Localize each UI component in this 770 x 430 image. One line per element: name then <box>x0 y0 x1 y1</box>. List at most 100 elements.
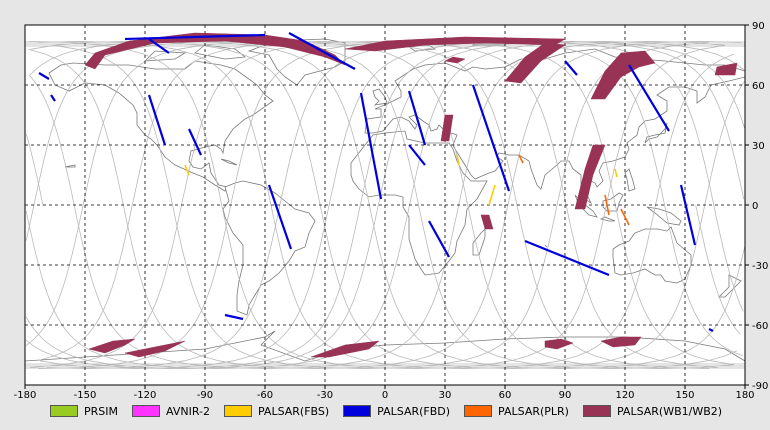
wb-swath <box>590 50 656 100</box>
fbd-strip <box>408 144 426 166</box>
lon-tick-label: 30 <box>439 390 452 401</box>
wb-swath <box>480 214 494 230</box>
legend-item: PRSIM <box>50 405 118 418</box>
landmass-outline <box>364 48 746 205</box>
legend-label: PALSAR(FBS) <box>257 404 330 418</box>
lon-tick-label: 120 <box>615 390 634 401</box>
fbd-strip <box>708 328 714 332</box>
fbd-strip <box>188 128 202 156</box>
lon-tick-label: 60 <box>499 390 512 401</box>
fbd-strip <box>124 33 266 41</box>
wb-swath <box>504 42 566 84</box>
wb-swath <box>444 56 466 64</box>
lat-tick-label: -90 <box>752 381 768 392</box>
legend-label: PALSAR(FBD) <box>377 404 451 418</box>
lon-tick-label: -30 <box>317 390 333 401</box>
orbit-track <box>565 204 718 368</box>
orbit-track <box>713 204 744 312</box>
landmass-outline <box>372 88 388 106</box>
orbit-track <box>270 53 735 370</box>
orbit-track <box>29 41 223 206</box>
lon-tick-label: -150 <box>74 390 97 401</box>
fbd-strip <box>148 38 170 54</box>
plr-strip <box>620 208 630 226</box>
lat-tick-label: 60 <box>752 81 765 92</box>
legend-item: PALSAR(PLR) <box>464 405 569 418</box>
fbd-strip <box>147 94 167 146</box>
legend-swatch <box>582 405 611 417</box>
landmass-outline <box>624 168 636 192</box>
lon-tick-label: -90 <box>197 390 213 401</box>
legend-swatch <box>132 405 160 417</box>
lon-tick-label: 90 <box>559 390 572 401</box>
orbit-track <box>614 204 735 366</box>
lat-tick-label: 30 <box>752 141 765 152</box>
orbit-track <box>73 40 725 370</box>
observation-layer <box>38 32 738 358</box>
orbit-track <box>46 40 665 370</box>
landmass-outline <box>646 206 682 226</box>
legend-label: AVNIR-2 <box>166 404 210 418</box>
landmass-outline <box>612 226 692 284</box>
orbit-track <box>29 75 75 206</box>
lon-tick-label: 0 <box>382 390 388 401</box>
orbit-track <box>319 81 745 370</box>
plr-strip <box>604 194 610 216</box>
plr-strip <box>518 154 524 164</box>
fbd-strip <box>471 84 511 192</box>
wb-swath <box>544 338 574 350</box>
legend-label: PRSIM <box>84 404 118 418</box>
landmass-outline <box>220 158 238 166</box>
landmass-outline <box>544 244 548 248</box>
lon-tick-label: -120 <box>134 390 157 401</box>
orbit-track <box>30 40 321 206</box>
wb-swath <box>574 144 606 210</box>
fbs-strip <box>614 168 618 178</box>
wb-swath <box>440 114 454 142</box>
orbit-track <box>37 40 272 206</box>
legend-label: PALSAR(PLR) <box>498 404 569 418</box>
fbd-strip <box>524 239 610 277</box>
orbit-track <box>38 40 616 369</box>
lat-tick-label: 0 <box>752 201 758 212</box>
legend-swatch <box>464 405 493 417</box>
wb-swath <box>124 340 186 358</box>
legend-item: AVNIR-2 <box>132 405 210 418</box>
legend: PRSIM AVNIR-2 PALSAR(FBS) PALSAR(FBD) PALSAR… <box>50 402 736 420</box>
orbit-track <box>368 204 746 370</box>
orbit-track <box>172 42 709 370</box>
lon-tick-label: 150 <box>675 390 694 401</box>
fbd-strip <box>267 184 293 250</box>
fbd-strip <box>224 313 244 321</box>
wb-swath <box>714 62 738 76</box>
wb-swath <box>88 338 136 354</box>
lat-tick-label: 90 <box>752 21 765 32</box>
orbit-track <box>53 44 173 206</box>
orbit-track <box>25 40 745 370</box>
fbs-strip <box>184 164 190 176</box>
orbit-track <box>664 204 744 357</box>
lon-tick-label: 180 <box>735 390 754 401</box>
orbit-track <box>221 44 726 370</box>
fbd-strip <box>288 32 356 70</box>
fbd-strip <box>407 90 427 146</box>
fbs-strip <box>488 184 496 206</box>
tick-labels-layer: -180 -150 -120 -90 -60 -30 0 30 60 90 120 150 180 90 6… <box>14 21 769 401</box>
wb-swath <box>310 340 380 358</box>
graticule-layer <box>25 25 745 385</box>
lat-tick-label: -30 <box>752 261 768 272</box>
fbs-strip <box>456 154 460 166</box>
fbd-strip <box>428 220 450 258</box>
wb-swath <box>600 336 642 348</box>
orbit-track <box>37 40 518 362</box>
lon-tick-label: -180 <box>14 390 37 401</box>
fbd-strip <box>679 184 697 246</box>
lat-tick-label: -60 <box>752 321 768 332</box>
orbit-track <box>467 204 734 370</box>
orbit-track <box>25 40 745 370</box>
fbd-strip <box>359 92 383 200</box>
landmass-outline <box>64 164 76 168</box>
orbit-track <box>122 40 742 370</box>
